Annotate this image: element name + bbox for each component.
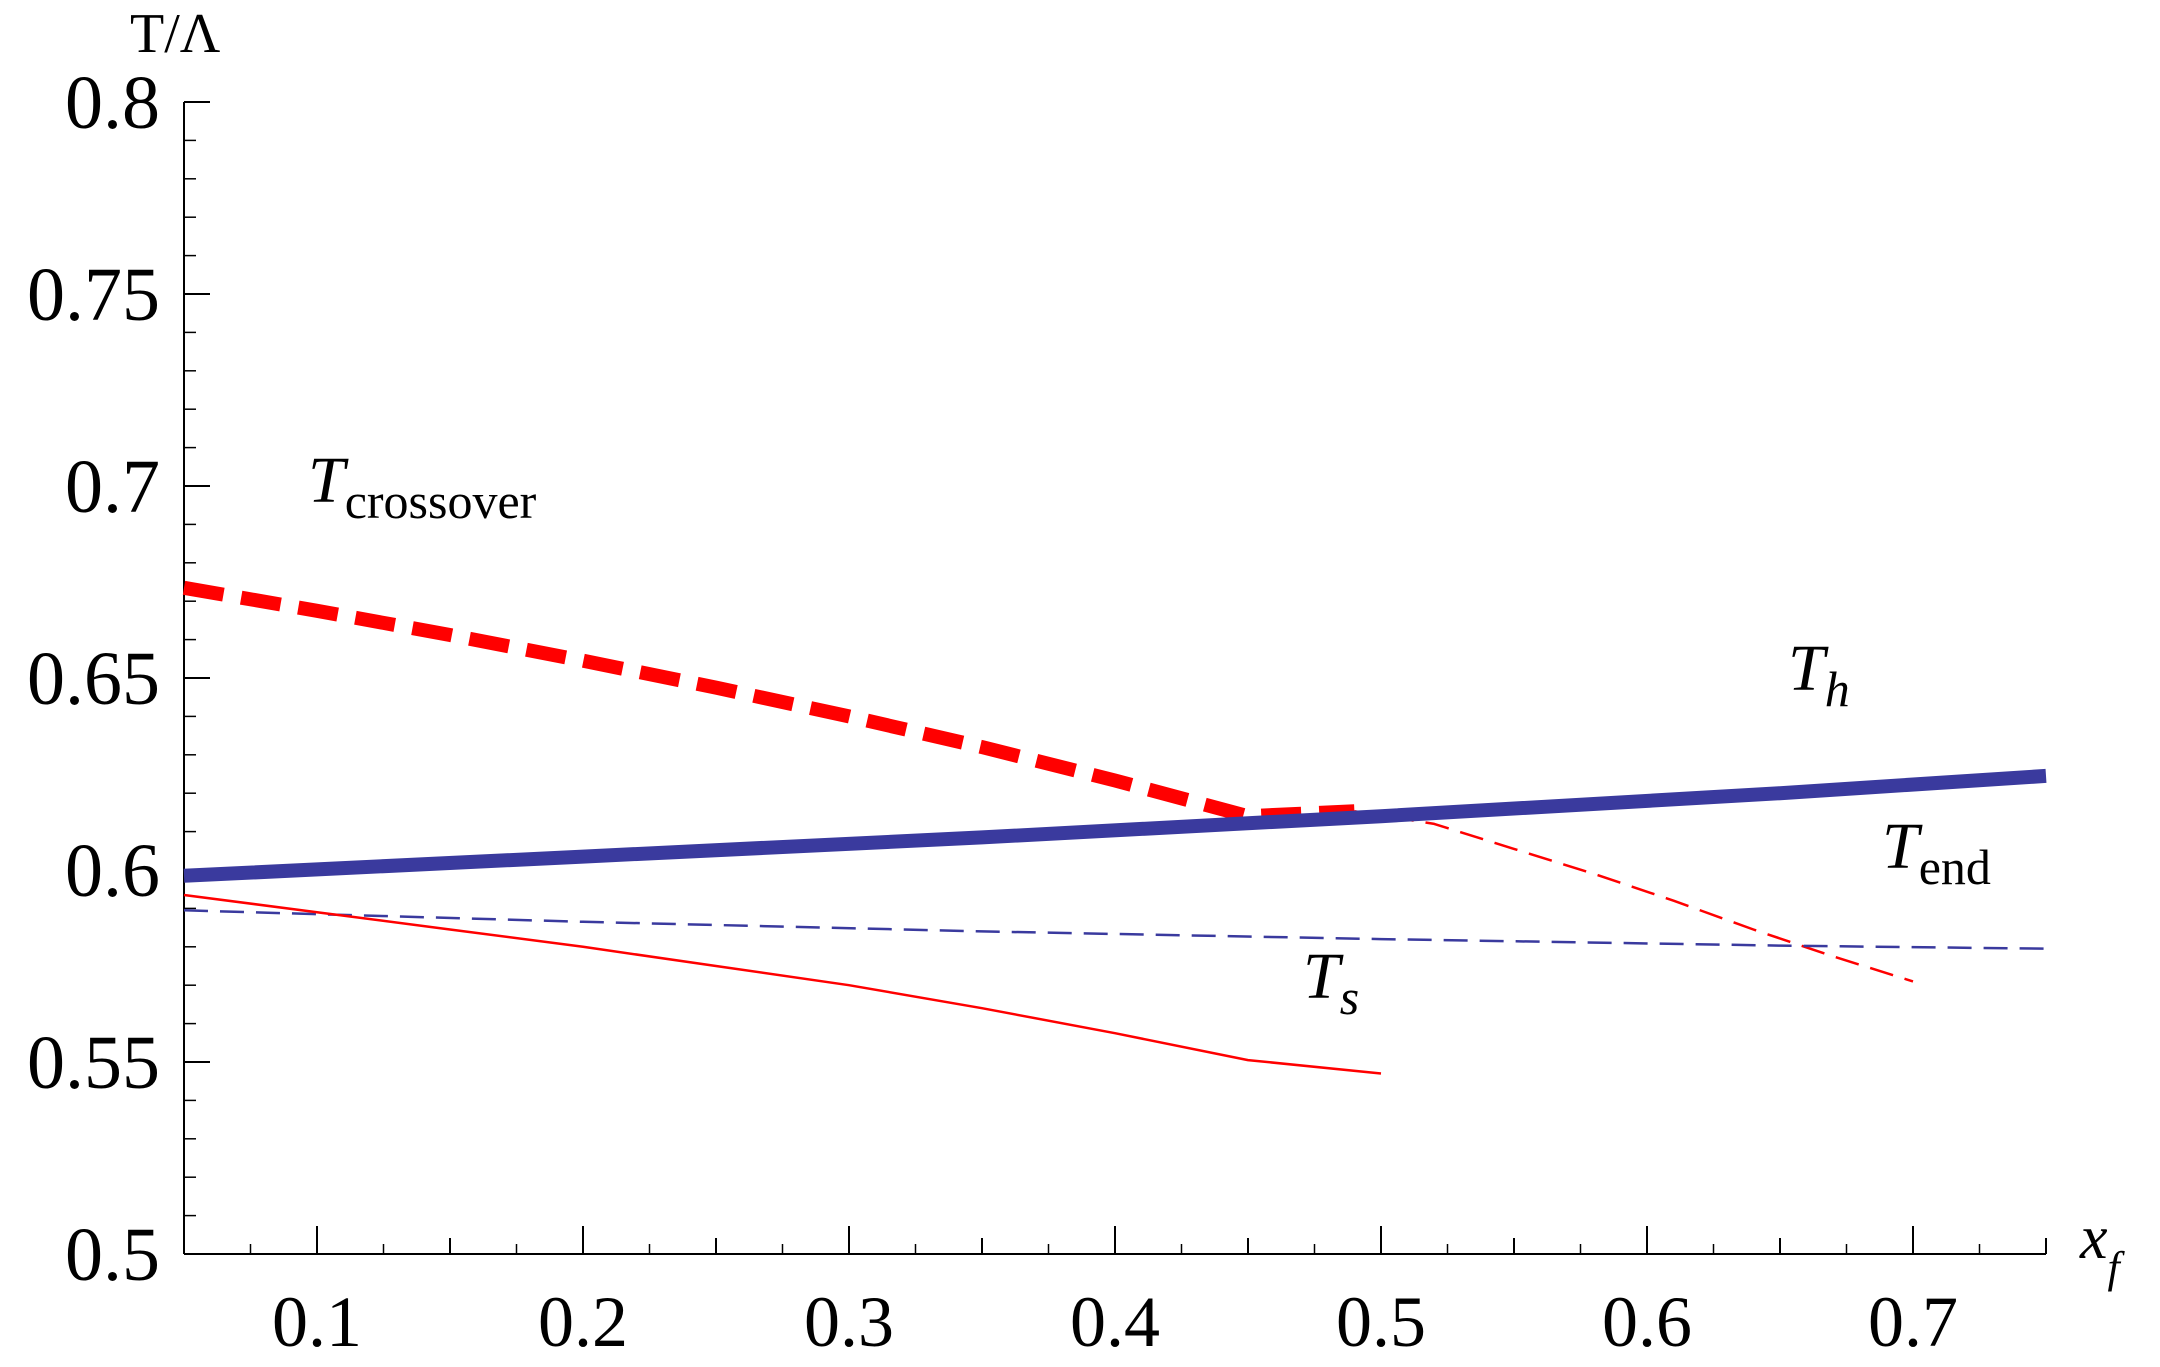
y-tick-label: 0.75 — [27, 253, 160, 337]
y-tick-label: 0.5 — [65, 1213, 160, 1297]
y-tick-label: 0.8 — [65, 61, 160, 145]
x-tick-label: 0.2 — [538, 1282, 628, 1362]
series-line-4 — [183, 893, 1382, 1075]
series-line-0 — [182, 580, 1355, 824]
x-tick-label: 0.5 — [1336, 1282, 1426, 1362]
x-tick-label: 0.1 — [272, 1282, 362, 1362]
x-axis-label: xf — [2079, 1204, 2126, 1292]
series-layer — [182, 580, 2047, 1075]
y-tick-label: 0.55 — [27, 1021, 160, 1105]
y-tick-label: 0.65 — [27, 637, 160, 721]
x-tick-label: 0.6 — [1602, 1282, 1692, 1362]
series-label-t-end: Tend — [1882, 810, 1991, 895]
x-tick-label: 0.7 — [1868, 1282, 1958, 1362]
series-line-1 — [1354, 809, 1914, 983]
series-line-3 — [183, 909, 2047, 950]
y-axis-label: T/Λ — [130, 3, 221, 65]
labels-layer: 0.1 0.2 0.3 0.4 0.5 0.6 0.7 0.5 0.55 0.6 0.65 0.7 0.… — [27, 3, 2126, 1362]
series-label-t-s: Ts — [1303, 940, 1359, 1025]
series-label-t-crossover: Tcrossover — [308, 444, 537, 529]
y-tick-label: 0.7 — [65, 445, 160, 529]
axes-layer — [183, 101, 2047, 1255]
series-line-2 — [183, 768, 2047, 883]
x-tick-label: 0.4 — [1070, 1282, 1160, 1362]
y-tick-label: 0.6 — [65, 829, 160, 913]
series-label-t-h: Th — [1788, 632, 1850, 717]
x-tick-label: 0.3 — [804, 1282, 894, 1362]
